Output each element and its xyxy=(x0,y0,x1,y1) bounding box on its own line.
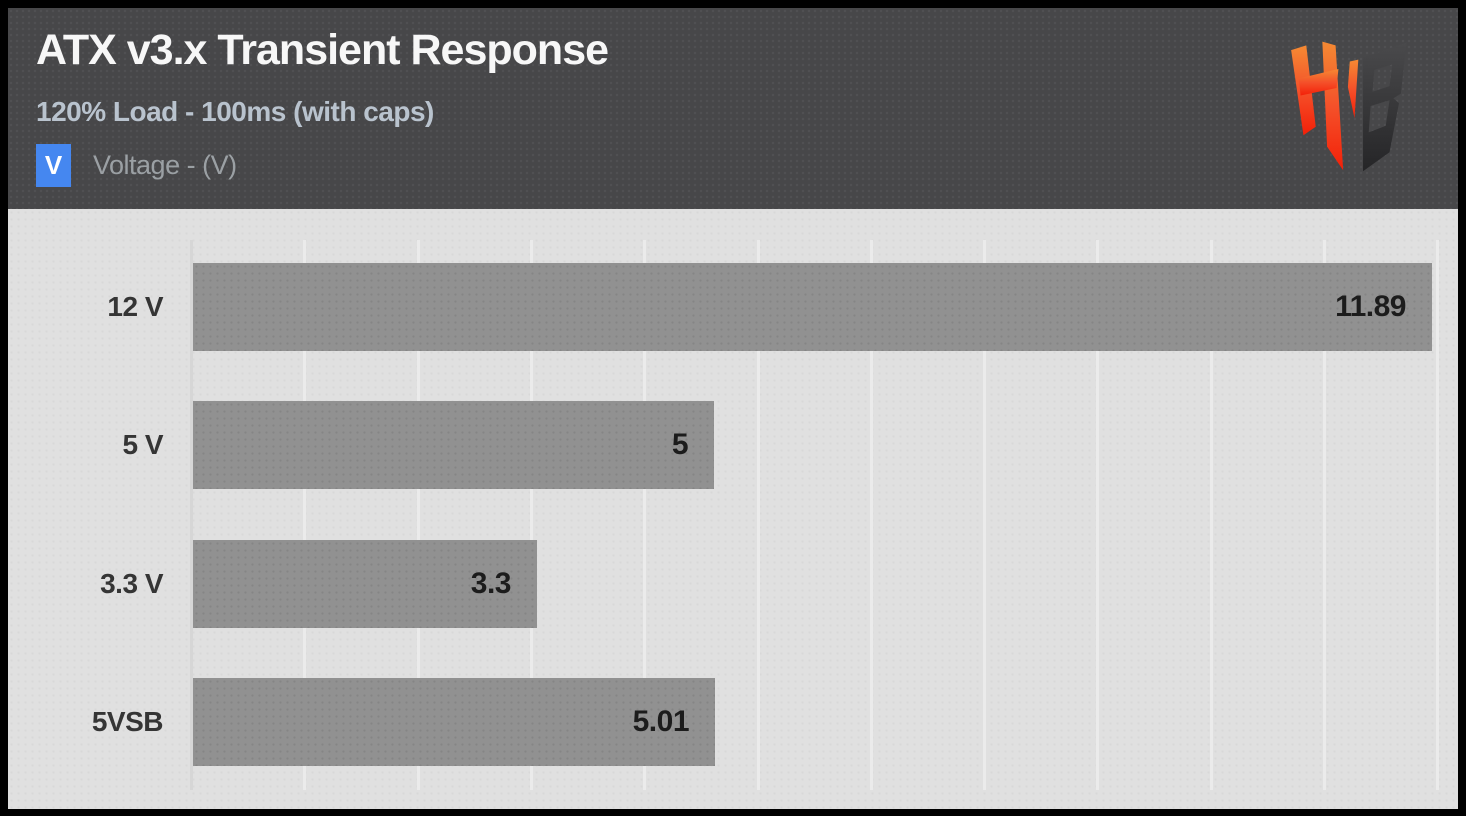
category-axis-line xyxy=(190,240,193,790)
bar-5vsb: 5.01 xyxy=(193,678,715,767)
gridline xyxy=(643,240,647,790)
bar-value-label: 5.01 xyxy=(632,705,690,739)
category-label: 5 V xyxy=(122,429,163,461)
legend-series-badge: V xyxy=(36,143,71,187)
category-label: 3.3 V xyxy=(100,567,163,599)
gridline xyxy=(1436,240,1440,790)
bar-12-v: 11.89 xyxy=(193,263,1432,351)
gridline xyxy=(529,240,533,790)
category-label: 5VSB xyxy=(91,706,164,738)
legend-series-label: Voltage - (V) xyxy=(93,149,237,180)
bar-3.3-v: 3.3 xyxy=(193,539,537,628)
bar-value-label: 11.89 xyxy=(1335,290,1406,323)
gridline xyxy=(983,240,987,790)
bar-value-label: 5 xyxy=(671,428,689,462)
gridline xyxy=(869,240,873,790)
gridline xyxy=(416,240,420,790)
gridline xyxy=(1096,240,1100,790)
gridline xyxy=(1209,240,1213,790)
legend: V Voltage - (V) xyxy=(36,143,237,187)
plot-area: 12 V 11.89 5 V 5 3.3 V 3.3 5VSB 5.01 xyxy=(8,209,1458,809)
bar-value-label: 3.3 xyxy=(470,566,512,600)
bar-5-v: 5 xyxy=(193,401,714,490)
gridline xyxy=(756,240,760,790)
chart-subtitle: 120% Load - 100ms (with caps) xyxy=(36,96,434,127)
gridline xyxy=(303,240,307,790)
chart-title: ATX v3.x Transient Response xyxy=(36,26,609,74)
hardware-busters-logo-icon xyxy=(1291,41,1407,172)
gridline xyxy=(1323,240,1326,790)
chart-header: ATX v3.x Transient Response 120% Load - … xyxy=(8,8,1458,209)
category-label: 12 V xyxy=(107,291,163,322)
